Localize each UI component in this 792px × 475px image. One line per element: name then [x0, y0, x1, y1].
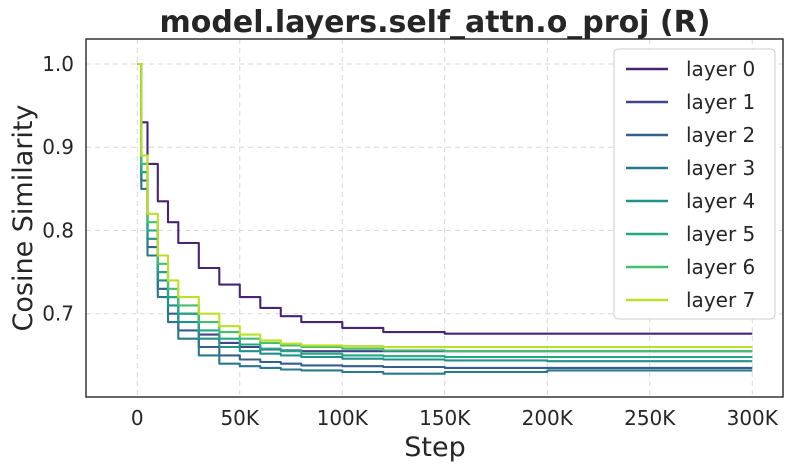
plot-frame [85, 38, 784, 398]
legend-label: layer 5 [686, 222, 755, 246]
x-tick-labels: 0 50K 100K 150K 200K 250K 300K [131, 406, 779, 430]
legend-label: layer 0 [686, 57, 755, 81]
legend-item: layer 3 [626, 156, 755, 180]
y-tick-label: 0.7 [42, 302, 74, 326]
x-tick-label: 0 [131, 406, 144, 430]
y-tick-labels: 0.7 0.8 0.9 1.0 [42, 52, 74, 326]
series-line-layer-7 [137, 62, 753, 349]
y-tick-label: 0.9 [42, 135, 74, 159]
x-tick-label: 50K [220, 406, 259, 430]
y-tick-label: 0.8 [42, 218, 74, 242]
legend: layer 0 layer 1 layer 2 layer 3 layer 4 layer… [613, 48, 776, 320]
x-tick-label: 250K [624, 406, 676, 430]
legend-label: layer 6 [686, 255, 755, 279]
legend-item: layer 1 [626, 90, 755, 114]
x-tick-label: 300K [727, 406, 779, 430]
legend-item: layer 5 [626, 222, 755, 246]
legend-label: layer 7 [686, 288, 755, 312]
legend-item: layer 2 [626, 123, 755, 147]
chart-title: model.layers.self_attn.o_proj (R) [160, 5, 711, 40]
series-lines [137, 62, 753, 375]
x-tick-label: 100K [317, 406, 369, 430]
legend-item: layer 4 [626, 189, 755, 213]
series-line-layer-0 [137, 62, 753, 335]
y-axis-label: Cosine Similarity [8, 105, 39, 332]
legend-label: layer 3 [686, 156, 755, 180]
legend-item: layer 0 [626, 57, 755, 81]
x-axis-label: Step [404, 432, 465, 463]
legend-item: layer 6 [626, 255, 755, 279]
legend-label: layer 2 [686, 123, 755, 147]
x-tick-label: 200K [522, 406, 574, 430]
legend-label: layer 1 [686, 90, 755, 114]
legend-label: layer 4 [686, 189, 755, 213]
legend-item: layer 7 [626, 288, 755, 312]
legend-box [613, 48, 776, 320]
x-tick-label: 150K [419, 406, 471, 430]
y-tick-label: 1.0 [42, 52, 74, 76]
